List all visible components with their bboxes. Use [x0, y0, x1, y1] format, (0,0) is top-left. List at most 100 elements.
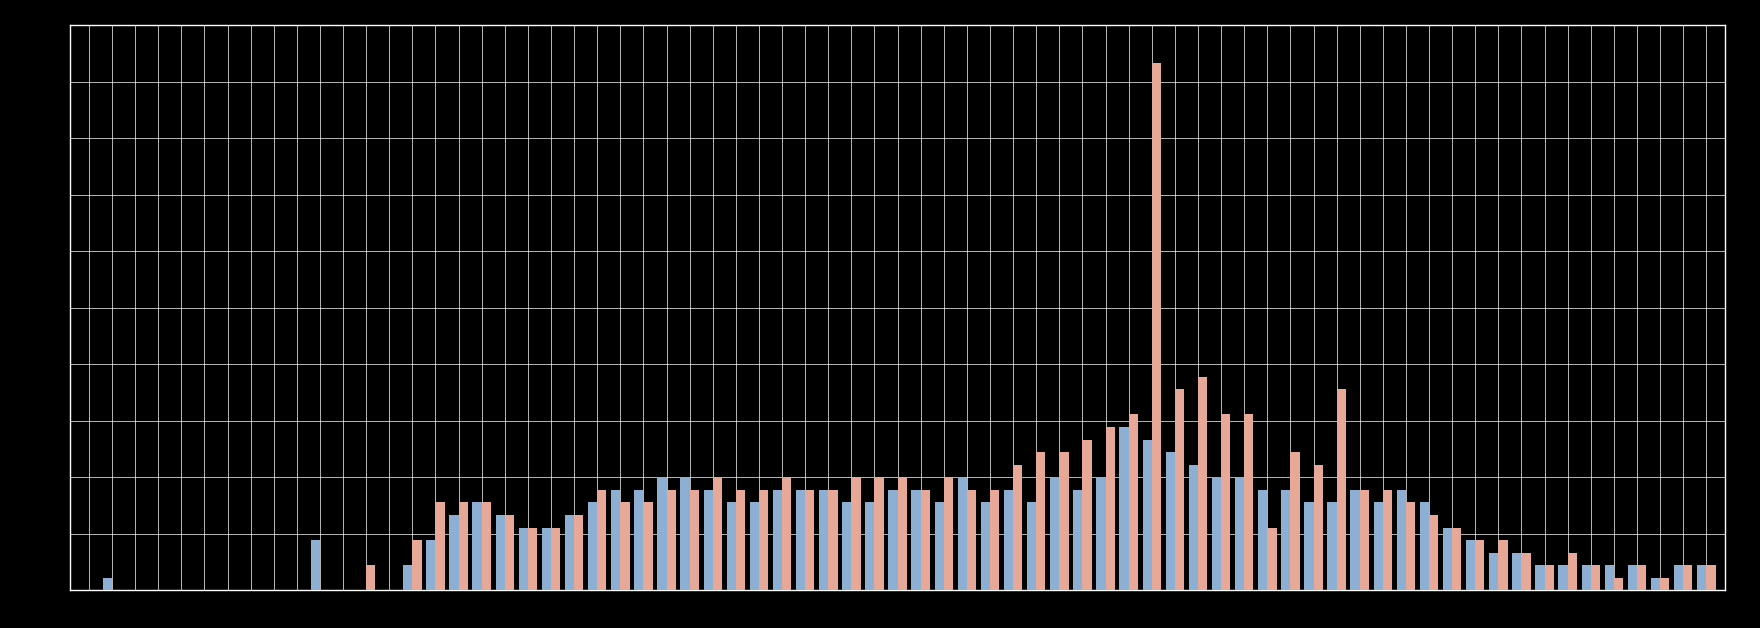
Bar: [459, 502, 468, 590]
Bar: [852, 477, 861, 590]
Bar: [1498, 540, 1508, 590]
Bar: [1304, 502, 1313, 590]
Bar: [690, 490, 699, 590]
Bar: [312, 540, 320, 590]
Bar: [1037, 452, 1045, 590]
Bar: [1281, 490, 1290, 590]
Bar: [1545, 565, 1554, 590]
Bar: [1213, 477, 1221, 590]
Bar: [1267, 528, 1276, 590]
Bar: [1383, 490, 1392, 590]
Bar: [1397, 490, 1406, 590]
Bar: [1360, 490, 1369, 590]
Bar: [1151, 63, 1162, 590]
Bar: [644, 502, 653, 590]
Bar: [597, 490, 607, 590]
Bar: [1521, 553, 1531, 590]
Bar: [542, 528, 551, 590]
Bar: [1060, 452, 1068, 590]
Bar: [1258, 490, 1267, 590]
Bar: [1674, 565, 1683, 590]
Bar: [656, 477, 667, 590]
Bar: [1591, 565, 1600, 590]
Bar: [1697, 565, 1705, 590]
Bar: [1628, 565, 1637, 590]
Bar: [1452, 528, 1461, 590]
Bar: [1705, 565, 1716, 590]
Bar: [1406, 502, 1415, 590]
Bar: [1466, 540, 1475, 590]
Bar: [920, 490, 929, 590]
Bar: [1014, 465, 1023, 590]
Bar: [1051, 477, 1060, 590]
Bar: [1244, 414, 1253, 590]
Bar: [1582, 565, 1591, 590]
Bar: [736, 490, 744, 590]
Bar: [773, 490, 781, 590]
Bar: [781, 477, 792, 590]
Bar: [1535, 565, 1545, 590]
Bar: [1221, 414, 1230, 590]
Bar: [482, 502, 491, 590]
Bar: [1313, 465, 1324, 590]
Bar: [1489, 553, 1498, 590]
Bar: [796, 490, 804, 590]
Bar: [528, 528, 537, 590]
Bar: [889, 490, 898, 590]
Bar: [957, 477, 966, 590]
Bar: [750, 502, 759, 590]
Bar: [1605, 565, 1614, 590]
Bar: [611, 490, 620, 590]
Bar: [1096, 477, 1105, 590]
Bar: [403, 565, 412, 590]
Bar: [472, 502, 482, 590]
Bar: [1188, 465, 1199, 590]
Bar: [713, 477, 722, 590]
Bar: [1660, 578, 1668, 590]
Bar: [1420, 502, 1429, 590]
Bar: [435, 502, 445, 590]
Bar: [1199, 377, 1207, 590]
Bar: [1327, 502, 1336, 590]
Bar: [935, 502, 943, 590]
Bar: [426, 540, 435, 590]
Bar: [620, 502, 630, 590]
Bar: [1683, 565, 1693, 590]
Bar: [1082, 440, 1091, 590]
Bar: [1290, 452, 1299, 590]
Bar: [1651, 578, 1660, 590]
Bar: [1443, 528, 1452, 590]
Bar: [496, 515, 505, 590]
Bar: [1429, 515, 1438, 590]
Bar: [412, 540, 422, 590]
Bar: [966, 490, 977, 590]
Bar: [991, 490, 1000, 590]
Bar: [1236, 477, 1244, 590]
Bar: [1176, 389, 1184, 590]
Bar: [898, 477, 906, 590]
Bar: [804, 490, 815, 590]
Bar: [943, 477, 954, 590]
Bar: [505, 515, 514, 590]
Bar: [449, 515, 459, 590]
Bar: [565, 515, 574, 590]
Bar: [1003, 490, 1014, 590]
Bar: [759, 490, 767, 590]
Bar: [875, 477, 884, 590]
Bar: [912, 490, 920, 590]
Bar: [727, 502, 736, 590]
Bar: [866, 502, 875, 590]
Bar: [1128, 414, 1139, 590]
Bar: [704, 490, 713, 590]
Bar: [102, 578, 113, 590]
Bar: [551, 528, 560, 590]
Bar: [818, 490, 829, 590]
Bar: [1142, 440, 1151, 590]
Bar: [1105, 427, 1114, 590]
Bar: [634, 490, 644, 590]
Bar: [1568, 553, 1577, 590]
Bar: [980, 502, 991, 590]
Bar: [1350, 490, 1360, 590]
Bar: [667, 490, 676, 590]
Bar: [588, 502, 597, 590]
